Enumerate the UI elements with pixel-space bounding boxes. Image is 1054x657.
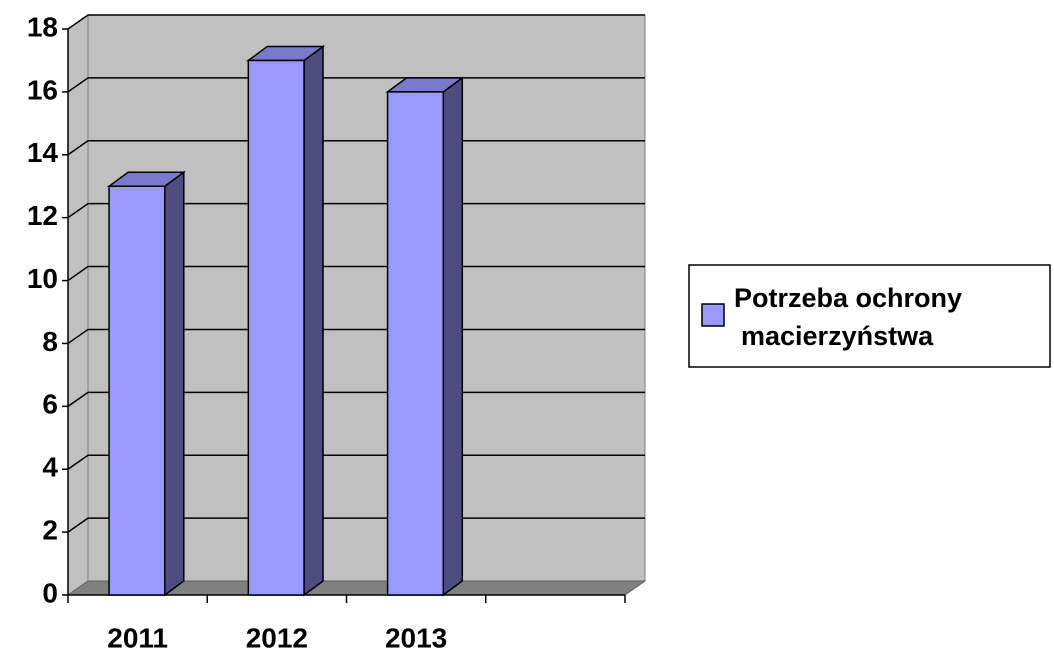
- x-tick-label: 2012: [246, 622, 308, 653]
- bar-front: [108, 185, 166, 596]
- bar: [246, 44, 326, 597]
- legend-line: macierzyństwa: [741, 321, 934, 351]
- bar-front: [247, 59, 305, 596]
- bar-side: [164, 170, 185, 597]
- x-tick-label: 2013: [385, 622, 447, 653]
- y-tick-label: 4: [42, 452, 58, 483]
- bar: [385, 76, 465, 597]
- y-tick-label: 16: [27, 74, 58, 105]
- y-tick-label: 18: [27, 11, 58, 42]
- y-tick-label: 2: [42, 515, 58, 546]
- y-tick-label: 10: [27, 263, 58, 294]
- y-tick-label: 12: [27, 200, 58, 231]
- bar-side: [303, 44, 324, 597]
- bar: [106, 170, 187, 597]
- grid-line: [67, 14, 645, 30]
- y-tick-label: 6: [42, 389, 58, 420]
- legend-line: Potrzeba ochrony: [734, 283, 962, 313]
- legend-label: Potrzeba ochrony macierzyństwa: [734, 283, 962, 351]
- legend-box: [688, 264, 1051, 368]
- x-tick-label: 2011: [107, 622, 168, 653]
- legend-swatch: [701, 303, 725, 327]
- y-tick-label: 0: [42, 577, 58, 608]
- bar-front: [386, 91, 445, 596]
- bar-side: [442, 76, 464, 597]
- y-tick-label: 8: [42, 326, 58, 357]
- y-tick-label: 14: [27, 137, 59, 168]
- side-wall: [67, 14, 89, 596]
